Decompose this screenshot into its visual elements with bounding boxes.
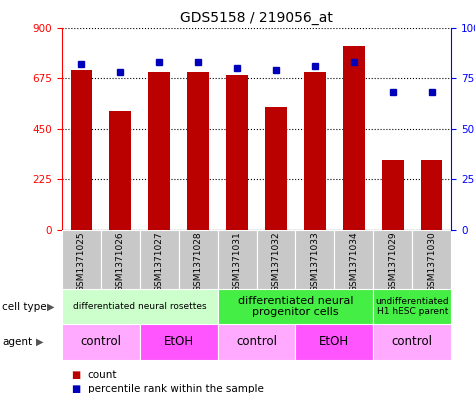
Bar [218,230,256,289]
Text: cell type: cell type [2,301,47,312]
Text: GSM1371029: GSM1371029 [389,231,397,292]
Bar [412,230,451,289]
Bar [187,72,209,230]
Text: GSM1371026: GSM1371026 [116,231,124,292]
Text: control: control [236,335,277,349]
Title: GDS5158 / 219056_at: GDS5158 / 219056_at [180,11,333,25]
Bar [295,230,334,289]
Text: agent: agent [2,337,32,347]
Text: GSM1371032: GSM1371032 [272,231,280,292]
Text: count: count [88,370,117,380]
Bar [265,107,287,230]
Bar [70,70,92,230]
Bar [62,289,218,324]
Text: control: control [392,335,433,349]
Bar [140,324,218,360]
Text: EtOH: EtOH [319,335,350,349]
Bar [295,324,373,360]
Bar [101,230,140,289]
Bar [226,75,248,230]
Bar [373,324,451,360]
Bar [140,230,179,289]
Bar [334,230,373,289]
Bar [373,230,412,289]
Text: ■: ■ [71,384,80,393]
Bar [62,230,101,289]
Text: GSM1371033: GSM1371033 [311,231,319,292]
Bar [218,324,295,360]
Text: ▶: ▶ [47,301,54,312]
Bar [382,160,404,230]
Bar [421,160,443,230]
Text: GSM1371031: GSM1371031 [233,231,241,292]
Text: GSM1371028: GSM1371028 [194,231,202,292]
Bar [343,46,365,230]
Text: GSM1371025: GSM1371025 [77,231,86,292]
Text: undifferentiated
H1 hESC parent: undifferentiated H1 hESC parent [376,297,449,316]
Bar [148,72,170,230]
Text: GSM1371027: GSM1371027 [155,231,163,292]
Text: control: control [80,335,121,349]
Bar [256,230,295,289]
Text: ▶: ▶ [36,337,43,347]
Text: differentiated neural
progenitor cells: differentiated neural progenitor cells [238,296,353,317]
Text: GSM1371034: GSM1371034 [350,231,358,292]
Bar [109,111,131,230]
Bar [373,289,451,324]
Bar [218,289,373,324]
Text: differentiated neural rosettes: differentiated neural rosettes [73,302,207,311]
Bar [62,324,140,360]
Bar [179,230,218,289]
Text: percentile rank within the sample: percentile rank within the sample [88,384,264,393]
Text: ■: ■ [71,370,80,380]
Text: EtOH: EtOH [163,335,194,349]
Text: GSM1371030: GSM1371030 [428,231,436,292]
Bar [304,72,326,230]
